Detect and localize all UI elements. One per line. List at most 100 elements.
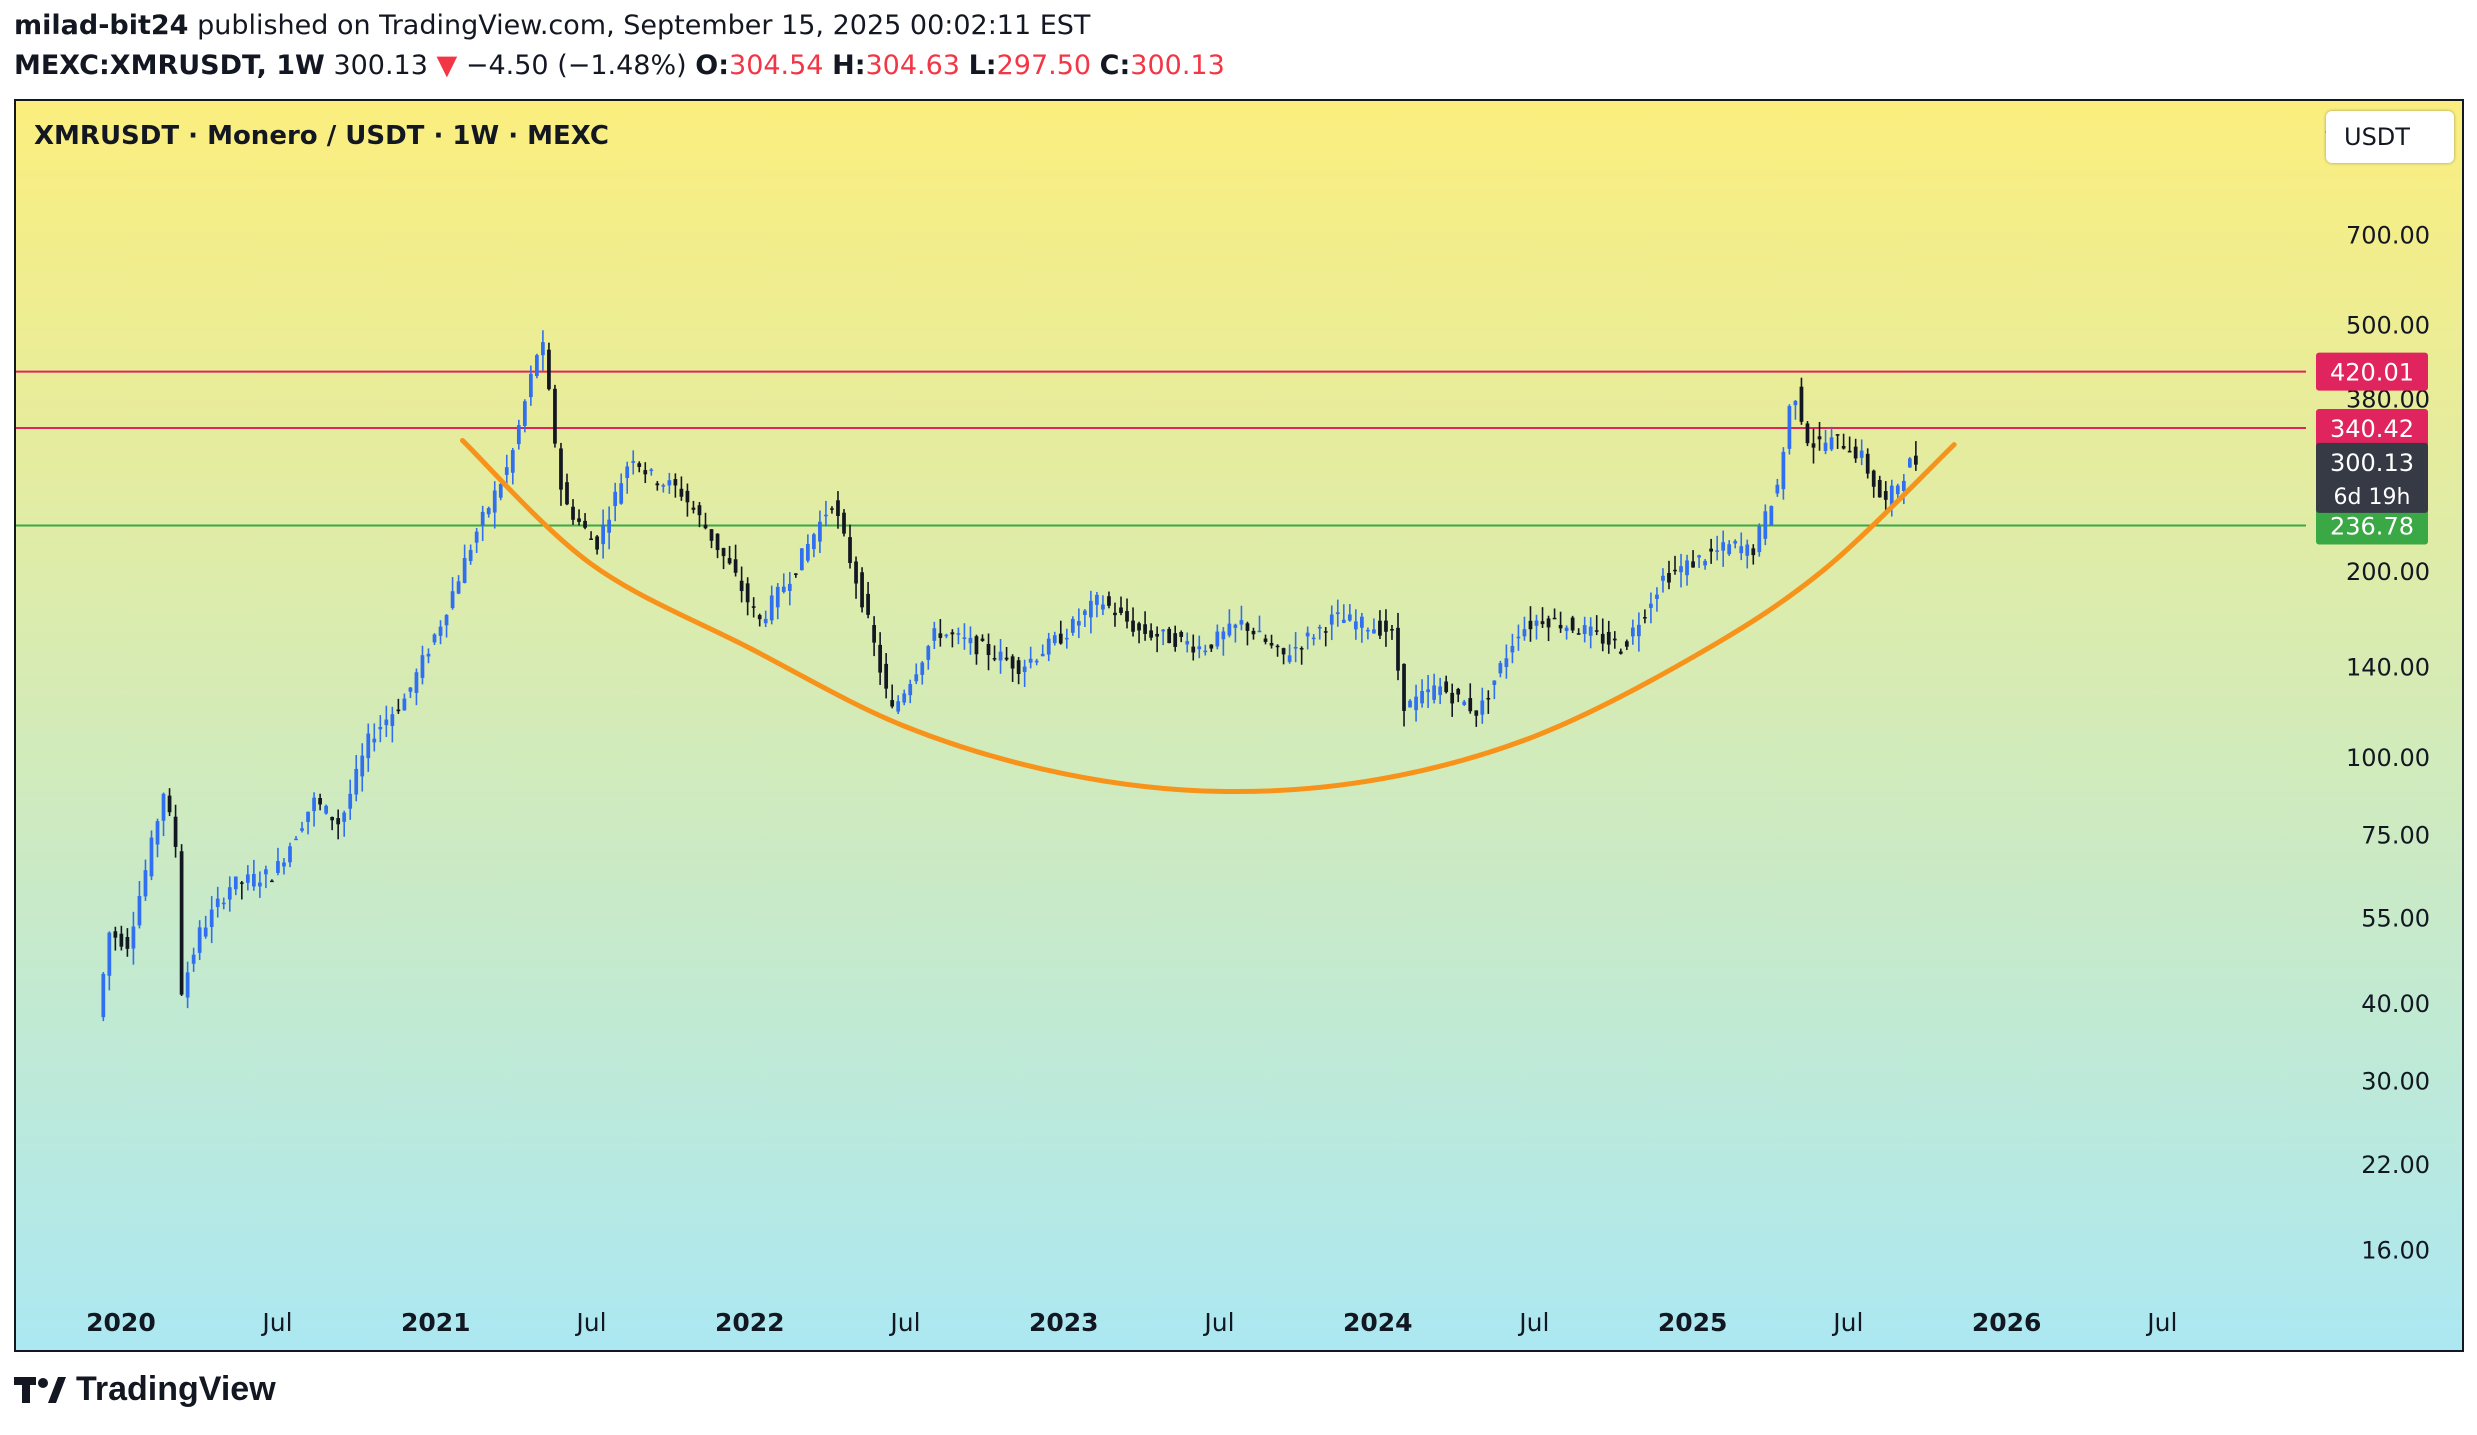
currency-button[interactable]: USDT (2326, 111, 2454, 163)
candle[interactable] (1739, 532, 1744, 561)
candle[interactable] (1408, 699, 1412, 708)
candle[interactable] (1799, 377, 1804, 425)
candle[interactable] (167, 788, 172, 817)
candle[interactable] (1751, 544, 1756, 565)
candle[interactable] (1257, 615, 1262, 633)
candle[interactable] (679, 476, 684, 501)
candle[interactable] (613, 482, 618, 522)
candle[interactable] (282, 858, 286, 875)
candle[interactable] (1227, 609, 1232, 638)
candle[interactable] (691, 500, 696, 514)
chart-frame[interactable]: 1,000.00700.00500.00380.00200.00140.0010… (14, 99, 2464, 1352)
candle[interactable] (727, 545, 732, 565)
candle[interactable] (1697, 554, 1701, 568)
candle[interactable] (372, 723, 377, 752)
candle[interactable] (1721, 530, 1726, 567)
candle[interactable] (1125, 598, 1129, 629)
candle[interactable] (1040, 644, 1045, 657)
candle[interactable] (1209, 644, 1214, 652)
candle[interactable] (565, 473, 569, 506)
candle[interactable] (1793, 400, 1798, 420)
candle[interactable] (1624, 639, 1629, 651)
candle[interactable] (143, 859, 148, 901)
candle[interactable] (1823, 429, 1828, 455)
candle[interactable] (1763, 504, 1768, 546)
candle[interactable] (1829, 426, 1834, 452)
candle[interactable] (426, 648, 431, 664)
candle[interactable] (312, 792, 316, 827)
candle[interactable] (860, 567, 864, 613)
price-label[interactable]: 420.01 (2316, 352, 2428, 391)
candle[interactable] (769, 585, 774, 625)
candle[interactable] (595, 535, 599, 555)
candle[interactable] (378, 715, 383, 743)
candle[interactable] (1552, 608, 1557, 620)
candle[interactable] (1004, 646, 1009, 662)
candle[interactable] (1089, 590, 1093, 634)
candle[interactable] (1630, 619, 1635, 645)
candle[interactable] (920, 661, 925, 685)
candle[interactable] (1618, 648, 1623, 655)
candle[interactable] (842, 509, 846, 537)
tradingview-logo-icon[interactable] (14, 1375, 66, 1405)
candle[interactable] (510, 447, 515, 485)
candle[interactable] (1540, 607, 1545, 628)
candle[interactable] (1016, 657, 1021, 685)
candle[interactable] (1233, 623, 1238, 643)
candle[interactable] (1901, 474, 1906, 505)
candle[interactable] (673, 473, 678, 498)
candle[interactable] (294, 836, 298, 841)
candle[interactable] (276, 847, 280, 876)
candle[interactable] (890, 684, 895, 709)
candle[interactable] (131, 911, 136, 965)
candle[interactable] (1335, 599, 1340, 627)
candle[interactable] (113, 926, 118, 951)
candle[interactable] (751, 597, 756, 618)
candle[interactable] (408, 687, 413, 699)
candle[interactable] (191, 947, 196, 972)
candle[interactable] (354, 755, 359, 802)
candle[interactable] (1305, 626, 1310, 650)
rounded-bottom-curve[interactable] (459, 437, 1957, 795)
candle[interactable] (1432, 673, 1436, 704)
candle[interactable] (986, 633, 991, 671)
candle[interactable] (1010, 654, 1015, 683)
candle[interactable] (1781, 447, 1786, 500)
candle[interactable] (1046, 632, 1051, 662)
candle[interactable] (1594, 615, 1599, 636)
candle[interactable] (1384, 609, 1388, 647)
candle[interactable] (1064, 628, 1069, 649)
candle[interactable] (1058, 620, 1063, 645)
candle[interactable] (1576, 628, 1581, 635)
candle[interactable] (366, 723, 371, 772)
candle[interactable] (1534, 614, 1539, 640)
candle[interactable] (300, 821, 304, 833)
candle[interactable] (721, 547, 726, 570)
candle[interactable] (209, 896, 214, 944)
candle[interactable] (1143, 611, 1147, 641)
candle[interactable] (1353, 609, 1358, 640)
candle[interactable] (908, 679, 913, 704)
candle[interactable] (137, 881, 142, 929)
candle[interactable] (854, 556, 858, 599)
candle[interactable] (101, 972, 106, 1022)
candle[interactable] (1293, 632, 1298, 663)
candle[interactable] (685, 483, 690, 517)
candle[interactable] (1883, 481, 1888, 511)
candle[interactable] (805, 534, 810, 563)
candle[interactable] (245, 865, 250, 891)
candle[interactable] (541, 330, 545, 371)
candle[interactable] (1438, 677, 1443, 705)
candle[interactable] (227, 876, 232, 912)
candle[interactable] (1022, 659, 1027, 687)
candle[interactable] (1107, 591, 1111, 609)
price-chart[interactable]: 1,000.00700.00500.00380.00200.00140.0010… (16, 101, 2462, 1350)
candle[interactable] (1715, 535, 1720, 561)
candle[interactable] (1474, 710, 1479, 727)
candle[interactable] (1095, 591, 1099, 618)
candle[interactable] (950, 629, 955, 648)
candle[interactable] (1028, 646, 1033, 669)
candle[interactable] (173, 804, 178, 858)
candle[interactable] (516, 419, 521, 450)
candle[interactable] (107, 931, 112, 991)
